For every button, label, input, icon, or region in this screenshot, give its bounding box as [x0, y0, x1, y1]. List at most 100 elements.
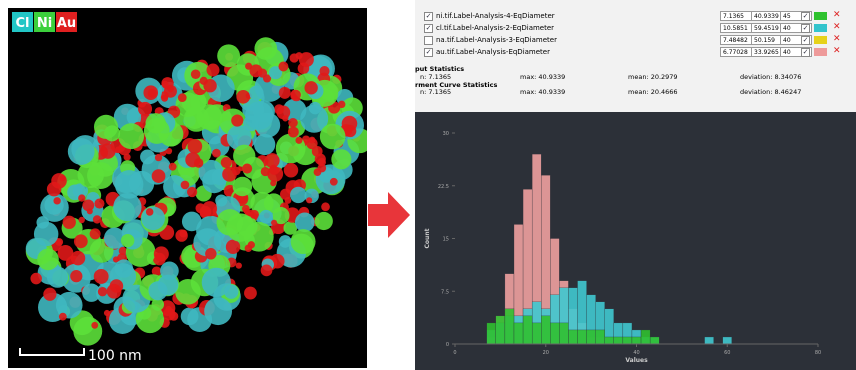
particle [317, 158, 325, 166]
particle [146, 113, 166, 133]
particle [255, 113, 280, 138]
particle [175, 279, 201, 305]
stat: mean: 20.2979 [628, 73, 678, 81]
particle [319, 66, 329, 76]
particle [243, 116, 259, 132]
checkbox: ✓ [801, 36, 810, 45]
particle [236, 90, 250, 104]
histogram-bar [587, 330, 596, 344]
page: ClNiAu100 nm ✓ni.tif.Label-Analysis-4-Eq… [0, 0, 856, 370]
particle [290, 53, 299, 62]
checkbox: ✓ [424, 12, 433, 21]
particle [93, 215, 101, 223]
stat: max: 40.9339 [520, 88, 565, 96]
particle [124, 154, 131, 161]
particle [271, 220, 277, 226]
max-cell: 50.159 [751, 35, 781, 45]
remove-button[interactable]: ✕ [833, 10, 841, 21]
particle [43, 288, 56, 301]
particle [224, 284, 238, 298]
remove-button[interactable]: ✕ [833, 34, 841, 45]
particle [94, 199, 104, 209]
particle [188, 139, 203, 154]
particle [330, 178, 338, 186]
particle [314, 168, 322, 176]
stat: deviation: 8.34076 [740, 73, 801, 81]
series-name: ni.tif.Label-Analysis-4-EqDiameter [436, 11, 555, 22]
particle [222, 167, 237, 182]
particle [138, 102, 152, 116]
particle [221, 157, 232, 168]
particle [309, 137, 316, 144]
particle [212, 149, 221, 158]
particle [291, 90, 301, 100]
particle [244, 287, 257, 300]
checkbox: ✓ [801, 12, 810, 21]
series-name: au.tif.Label-Analysis-EqDiameter [436, 47, 550, 58]
checkbox: ✓ [424, 24, 433, 33]
particle [248, 241, 255, 248]
particle [82, 199, 94, 211]
particle [291, 229, 316, 254]
stat: max: 40.9339 [520, 73, 565, 81]
stats-title: put Statistics [415, 65, 464, 73]
checkbox: ✓ [801, 48, 810, 57]
particle [320, 124, 346, 150]
particle [155, 154, 162, 161]
particle [175, 229, 187, 241]
x-tick-label: 20 [543, 350, 549, 356]
histogram-bar [496, 316, 505, 344]
histogram-bar [514, 323, 523, 344]
particle [259, 210, 273, 224]
histogram-bar [614, 337, 623, 344]
y-tick-label: 15 [443, 237, 449, 243]
particle [226, 240, 240, 254]
particle [207, 64, 220, 77]
particle [338, 101, 345, 108]
particle [233, 145, 255, 167]
histogram-bar [632, 337, 641, 344]
particle [70, 270, 82, 282]
particle [74, 234, 88, 248]
particle [78, 194, 85, 201]
table-row: ✓ni.tif.Label-Analysis-4-EqDiameter7.136… [420, 11, 856, 22]
particle [205, 248, 216, 259]
particle [242, 163, 252, 173]
particle [115, 170, 144, 199]
particle [279, 87, 291, 99]
checkbox: ✓ [424, 48, 433, 57]
particle [288, 118, 298, 128]
particle [34, 222, 58, 246]
histogram-bar [596, 330, 605, 344]
x-tick-label: 0 [453, 350, 456, 356]
stat: n: 7.1365 [420, 73, 451, 81]
particle [299, 52, 314, 67]
particle [148, 281, 167, 300]
remove-button[interactable]: ✕ [833, 46, 841, 57]
color-swatch [814, 36, 827, 44]
histogram-bar [578, 330, 587, 344]
histogram-bar [650, 337, 659, 344]
max-cell: 40.9339 [751, 11, 781, 21]
checkbox [424, 36, 433, 45]
min-cell: 7.1365 [720, 11, 752, 21]
particle [321, 202, 330, 211]
color-swatch [814, 24, 827, 32]
particle [79, 217, 85, 223]
particle [202, 201, 217, 216]
particle [118, 123, 144, 149]
particle [215, 194, 227, 206]
x-tick-label: 80 [815, 350, 821, 356]
stat: n: 7.1365 [420, 88, 451, 96]
particle [98, 287, 107, 296]
particle [30, 273, 42, 285]
y-tick-label: 30 [443, 131, 449, 137]
particle [37, 249, 59, 271]
particle [304, 81, 317, 94]
particle [295, 213, 315, 233]
particle [295, 137, 302, 144]
particle [261, 167, 270, 176]
particle [278, 62, 288, 72]
remove-button[interactable]: ✕ [833, 22, 841, 33]
